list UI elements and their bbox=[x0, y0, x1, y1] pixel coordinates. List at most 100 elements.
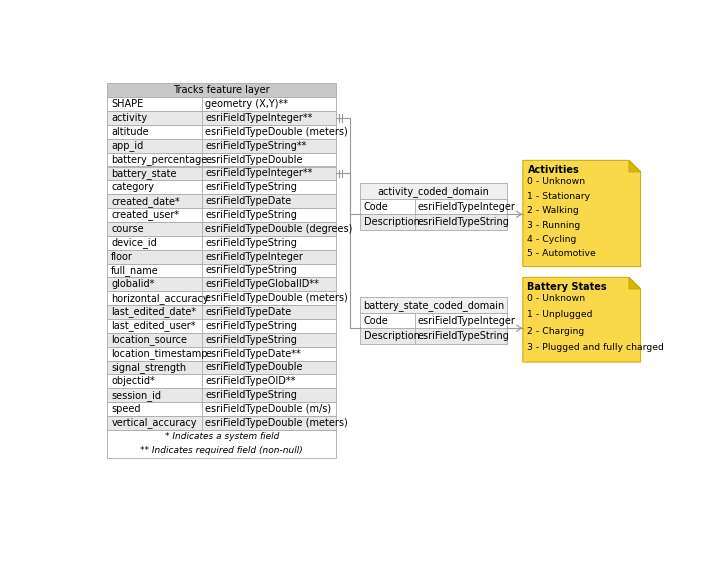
Text: esriFieldTypeString: esriFieldTypeString bbox=[205, 390, 297, 400]
Text: * Indicates a system field: * Indicates a system field bbox=[165, 433, 279, 441]
Text: full_name: full_name bbox=[111, 265, 159, 276]
Text: esriFieldTypeInteger: esriFieldTypeInteger bbox=[418, 201, 515, 211]
Text: battery_percentage: battery_percentage bbox=[111, 154, 208, 165]
Text: Activities: Activities bbox=[528, 164, 579, 175]
Text: esriFieldTypeInteger: esriFieldTypeInteger bbox=[418, 316, 515, 325]
Text: esriFieldTypeDouble (meters): esriFieldTypeDouble (meters) bbox=[205, 293, 348, 303]
Text: esriFieldTypeString: esriFieldTypeString bbox=[205, 182, 297, 192]
Text: globalid*: globalid* bbox=[111, 279, 155, 290]
Bar bbox=[108, 97, 336, 111]
Text: 4 - Cycling: 4 - Cycling bbox=[528, 235, 577, 244]
Bar bbox=[108, 181, 336, 194]
Text: 5 - Automotive: 5 - Automotive bbox=[528, 250, 596, 258]
Bar bbox=[360, 199, 508, 214]
Text: 2 - Walking: 2 - Walking bbox=[528, 206, 579, 215]
Text: esriFieldTypeDouble (degrees): esriFieldTypeDouble (degrees) bbox=[205, 224, 353, 234]
Text: objectid*: objectid* bbox=[111, 376, 155, 386]
Bar bbox=[108, 125, 336, 139]
Text: esriFieldTypeInteger**: esriFieldTypeInteger** bbox=[205, 168, 313, 178]
Text: 2 - Charging: 2 - Charging bbox=[528, 327, 585, 336]
Bar bbox=[108, 153, 336, 167]
Text: 1 - Stationary: 1 - Stationary bbox=[528, 192, 591, 201]
Text: location_timestamp: location_timestamp bbox=[111, 348, 208, 359]
Bar bbox=[108, 361, 336, 375]
Text: esriFieldTypeString: esriFieldTypeString bbox=[205, 238, 297, 248]
Text: esriFieldTypeDouble: esriFieldTypeDouble bbox=[205, 155, 303, 164]
Text: vertical_accuracy: vertical_accuracy bbox=[111, 417, 197, 428]
Text: horizontal_accuracy: horizontal_accuracy bbox=[111, 293, 209, 303]
Text: battery_state: battery_state bbox=[111, 168, 177, 179]
Text: esriFieldTypeDouble (meters): esriFieldTypeDouble (meters) bbox=[205, 127, 348, 137]
Text: esriFieldTypeString: esriFieldTypeString bbox=[205, 265, 297, 276]
Text: esriFieldTypeDate: esriFieldTypeDate bbox=[205, 196, 291, 206]
Text: Battery States: Battery States bbox=[528, 281, 607, 292]
Bar bbox=[108, 333, 336, 347]
Text: session_id: session_id bbox=[111, 390, 161, 401]
Bar bbox=[108, 111, 336, 125]
Bar bbox=[108, 263, 336, 277]
Bar bbox=[360, 214, 508, 230]
Text: esriFieldTypeInteger**: esriFieldTypeInteger** bbox=[205, 113, 313, 123]
Bar bbox=[108, 347, 336, 361]
Text: esriFieldTypeString: esriFieldTypeString bbox=[205, 335, 297, 345]
Text: esriFieldTypeOID**: esriFieldTypeOID** bbox=[205, 376, 296, 386]
Text: altitude: altitude bbox=[111, 127, 149, 137]
Text: signal_strength: signal_strength bbox=[111, 362, 187, 373]
Bar bbox=[108, 250, 336, 263]
Polygon shape bbox=[629, 160, 641, 172]
Text: geometry (X,Y)**: geometry (X,Y)** bbox=[205, 99, 288, 109]
Bar bbox=[108, 208, 336, 222]
Polygon shape bbox=[629, 277, 641, 289]
Bar bbox=[108, 305, 336, 319]
Text: floor: floor bbox=[111, 252, 133, 262]
Text: esriFieldTypeDouble (m/s): esriFieldTypeDouble (m/s) bbox=[205, 404, 332, 414]
Text: Code: Code bbox=[364, 201, 389, 211]
Bar bbox=[108, 222, 336, 236]
Bar bbox=[108, 291, 336, 305]
Text: battery_state_coded_domain: battery_state_coded_domain bbox=[363, 300, 505, 310]
Bar bbox=[108, 236, 336, 250]
Text: device_id: device_id bbox=[111, 237, 157, 248]
Text: esriFieldTypeDouble: esriFieldTypeDouble bbox=[205, 362, 303, 372]
Bar bbox=[108, 139, 336, 153]
Bar bbox=[108, 83, 336, 97]
Bar bbox=[108, 319, 336, 333]
Text: activity_coded_domain: activity_coded_domain bbox=[377, 186, 489, 197]
Bar bbox=[108, 194, 336, 208]
Text: esriFieldTypeString**: esriFieldTypeString** bbox=[205, 141, 307, 151]
Text: 0 - Unknown: 0 - Unknown bbox=[528, 294, 586, 303]
Bar bbox=[360, 298, 508, 313]
Text: Description: Description bbox=[364, 331, 420, 341]
Text: 3 - Plugged and fully charged: 3 - Plugged and fully charged bbox=[528, 343, 664, 351]
Bar bbox=[108, 416, 336, 430]
Text: esriFieldTypeDate: esriFieldTypeDate bbox=[205, 307, 291, 317]
Text: location_source: location_source bbox=[111, 334, 187, 345]
Bar bbox=[360, 184, 508, 199]
Text: created_date*: created_date* bbox=[111, 196, 180, 207]
Text: esriFieldTypeDate**: esriFieldTypeDate** bbox=[205, 349, 301, 358]
Bar bbox=[360, 328, 508, 343]
Text: esriFieldTypeString: esriFieldTypeString bbox=[205, 321, 297, 331]
Text: activity: activity bbox=[111, 113, 147, 123]
Text: last_edited_user*: last_edited_user* bbox=[111, 320, 196, 331]
Bar bbox=[108, 389, 336, 402]
Text: esriFieldTypeGlobalID**: esriFieldTypeGlobalID** bbox=[205, 279, 320, 290]
Text: ** Indicates required field (non-null): ** Indicates required field (non-null) bbox=[140, 446, 303, 455]
Text: esriFieldTypeString: esriFieldTypeString bbox=[205, 210, 297, 220]
Text: 0 - Unknown: 0 - Unknown bbox=[528, 177, 586, 186]
Text: 1 - Unplugged: 1 - Unplugged bbox=[528, 310, 593, 320]
Polygon shape bbox=[523, 160, 641, 266]
Text: course: course bbox=[111, 224, 144, 234]
Bar bbox=[108, 402, 336, 416]
Text: Code: Code bbox=[364, 316, 389, 325]
Polygon shape bbox=[523, 277, 641, 362]
Text: app_id: app_id bbox=[111, 140, 144, 151]
Text: esriFieldTypeString: esriFieldTypeString bbox=[418, 331, 510, 341]
Text: speed: speed bbox=[111, 404, 141, 414]
Text: SHAPE: SHAPE bbox=[111, 99, 144, 109]
Text: Tracks feature layer: Tracks feature layer bbox=[174, 85, 270, 96]
Text: esriFieldTypeString: esriFieldTypeString bbox=[418, 217, 510, 227]
Text: 3 - Running: 3 - Running bbox=[528, 221, 581, 229]
Bar bbox=[108, 277, 336, 291]
Bar bbox=[108, 375, 336, 389]
